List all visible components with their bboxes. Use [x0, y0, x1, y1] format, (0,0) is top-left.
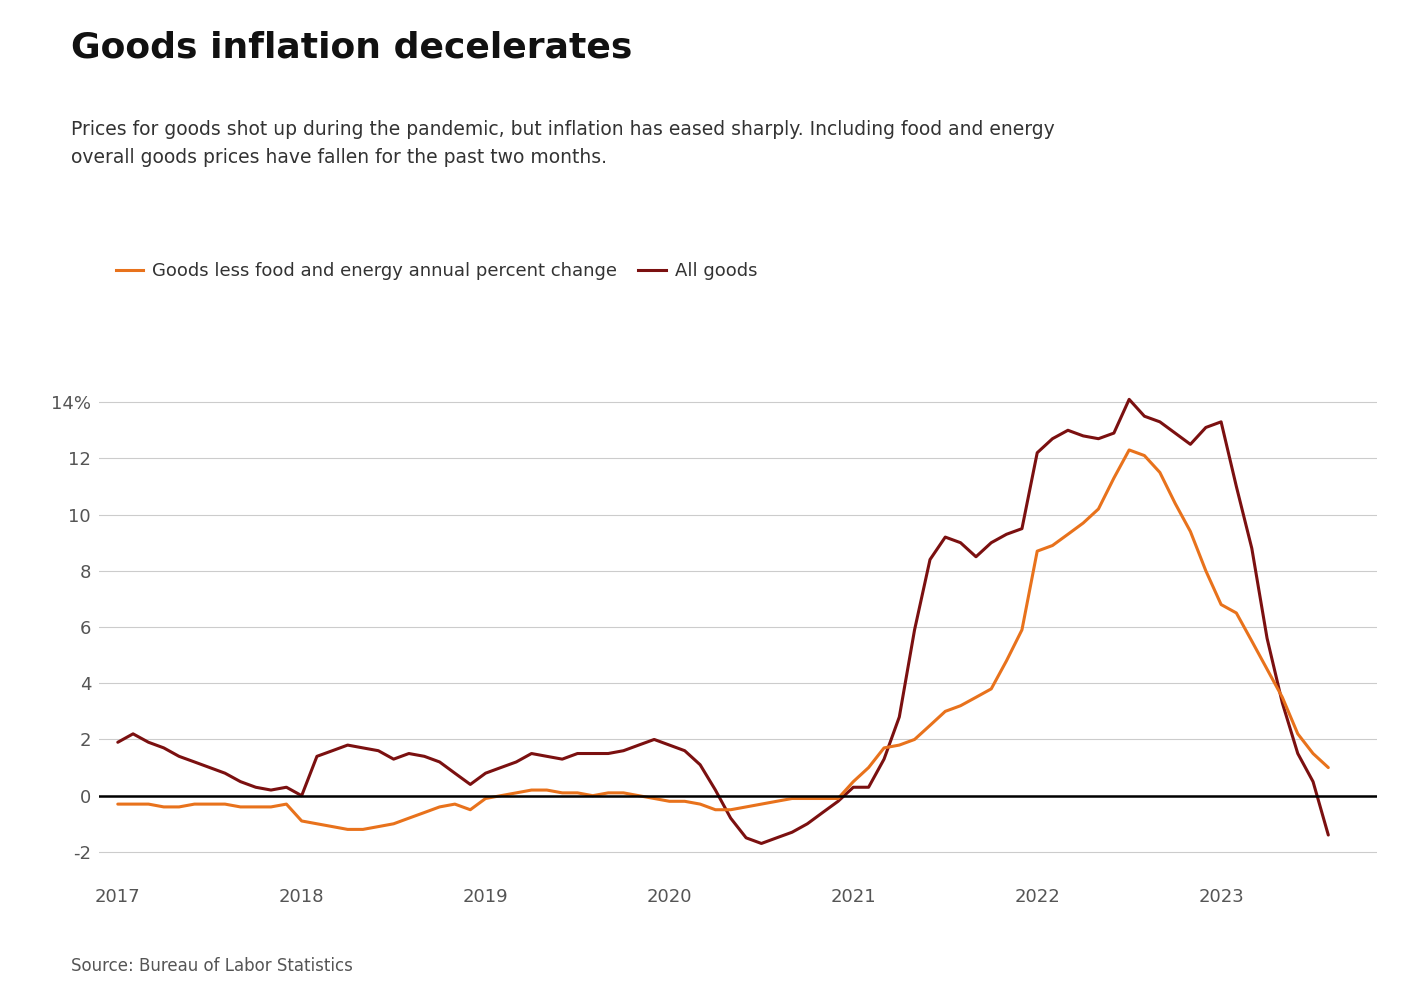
Text: Prices for goods shot up during the pandemic, but inflation has eased sharply. I: Prices for goods shot up during the pand… [71, 120, 1055, 167]
Text: Source: Bureau of Labor Statistics: Source: Bureau of Labor Statistics [71, 957, 354, 975]
Text: Goods inflation decelerates: Goods inflation decelerates [71, 30, 632, 64]
Legend: Goods less food and energy annual percent change, All goods: Goods less food and energy annual percen… [108, 255, 764, 287]
